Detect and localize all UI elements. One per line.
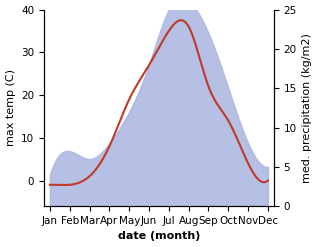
Y-axis label: max temp (C): max temp (C) <box>5 69 16 146</box>
X-axis label: date (month): date (month) <box>118 231 200 242</box>
Y-axis label: med. precipitation (kg/m2): med. precipitation (kg/m2) <box>302 33 313 183</box>
